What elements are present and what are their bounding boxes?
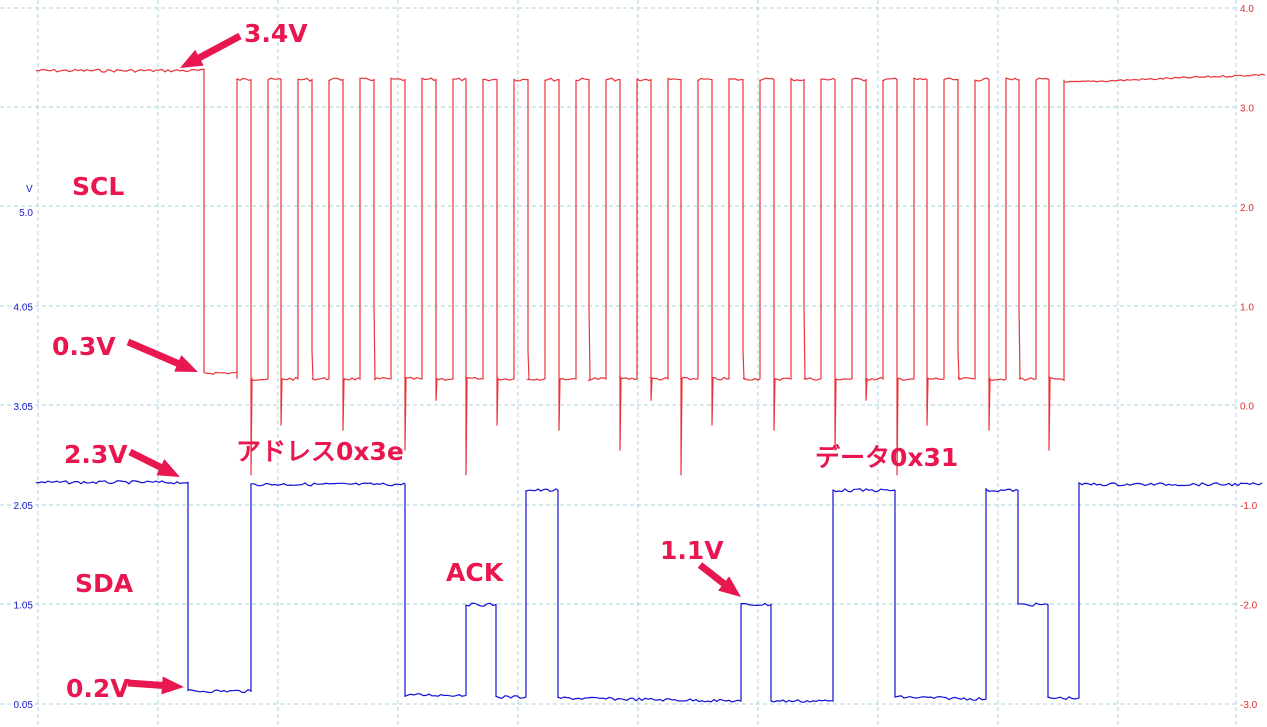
annotation-ack: ACK: [446, 558, 505, 587]
right-tick-label: 1.0: [1240, 302, 1254, 313]
annotation-sda-low: 0.2V: [66, 674, 130, 703]
left-axis-unit: V: [26, 184, 33, 195]
arrow-sda-high-icon: [128, 448, 180, 477]
annotation-sda-high: 2.3V: [64, 440, 128, 469]
left-tick-label: 5.0: [19, 208, 33, 219]
arrow-mid-icon: [697, 562, 741, 597]
annotation-scl-label: SCL: [72, 172, 124, 201]
right-tick-label: 2.0: [1240, 203, 1254, 214]
arrow-sda-low-icon: [127, 676, 184, 695]
annotation-data: データ0x31: [815, 443, 958, 472]
left-tick-label: 3.05: [14, 402, 34, 413]
annotation-scl-high: 3.4V: [244, 19, 308, 48]
traces: [35, 68, 1266, 703]
scl-trace: [35, 68, 1266, 476]
left-axis: V 5.0 4.05 3.05 2.05 1.05 0.05: [14, 184, 34, 711]
right-tick-label: 4.0: [1240, 4, 1254, 15]
annotations: 3.4V 0.3V 2.3V 0.2V アドレス0x3e ACK 1.1V データ0x31 SC…: [52, 19, 958, 703]
annotation-scl-low: 0.3V: [52, 332, 116, 361]
sda-trace: [36, 480, 1263, 703]
right-axis: 4.0 3.0 2.0 1.0 0.0 -1.0 -2.0 -3.0: [1240, 4, 1258, 711]
arrow-scl-low-icon: [126, 338, 198, 372]
right-tick-label: 0.0: [1240, 402, 1254, 413]
left-tick-label: 0.05: [14, 700, 34, 711]
right-tick-label: -1.0: [1240, 501, 1258, 512]
annotation-address: アドレス0x3e: [236, 437, 404, 466]
annotation-sda-label: SDA: [75, 569, 134, 598]
arrow-scl-high-icon: [180, 32, 242, 68]
left-tick-label: 4.05: [14, 302, 34, 313]
right-tick-label: -2.0: [1240, 601, 1258, 612]
left-tick-label: 2.05: [14, 501, 34, 512]
annotation-mid: 1.1V: [660, 536, 724, 565]
right-tick-label: 3.0: [1240, 103, 1254, 114]
right-tick-label: -3.0: [1240, 700, 1258, 711]
left-tick-label: 1.05: [14, 601, 34, 612]
